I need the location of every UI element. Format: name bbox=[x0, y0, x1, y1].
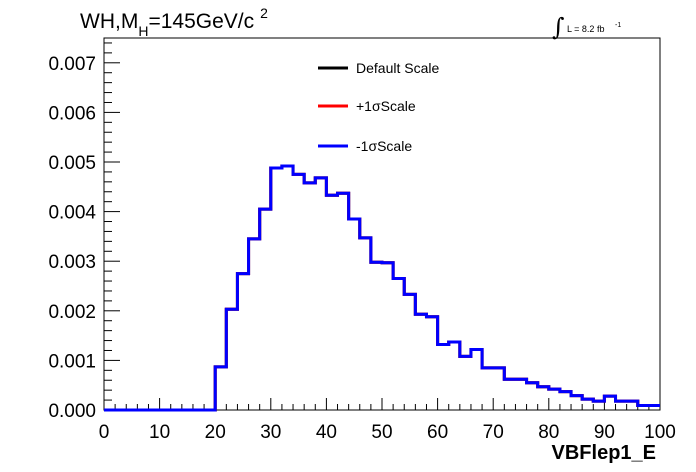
x-axis-label: VBFlep1_E bbox=[552, 442, 656, 464]
x-tick-label: 0 bbox=[99, 422, 110, 443]
x-tick-label: 40 bbox=[316, 422, 337, 443]
title-superscript: 2 bbox=[260, 5, 268, 21]
y-tick-label: 0.003 bbox=[48, 252, 96, 273]
x-tick-label: 80 bbox=[538, 422, 559, 443]
x-axis-ticks: 0 10 20 30 40 50 60 70 80 90 100 bbox=[99, 398, 676, 443]
lumi-label: L = 8.2 fb bbox=[567, 24, 604, 34]
legend-label-1: +1σScale bbox=[356, 98, 416, 114]
y-tick-label: 0.007 bbox=[48, 54, 96, 75]
y-tick-label: 0.001 bbox=[48, 351, 96, 372]
chart-title: WH,MH=145GeV/c 2 bbox=[80, 5, 268, 39]
plot-frame bbox=[103, 37, 661, 411]
title-subscript: H bbox=[138, 23, 148, 39]
legend-label-0: Default Scale bbox=[356, 60, 439, 76]
series-line-1 bbox=[104, 164, 660, 412]
legend: Default Scale +1σScale -1σScale bbox=[318, 60, 439, 154]
y-tick-label: 0.000 bbox=[48, 401, 96, 422]
legend-label-2: -1σScale bbox=[356, 138, 412, 154]
title-main: WH,M bbox=[80, 10, 138, 33]
x-tick-label: 10 bbox=[149, 422, 170, 443]
series-line-0 bbox=[104, 164, 660, 412]
y-tick-label: 0.004 bbox=[48, 203, 96, 224]
x-tick-label: 100 bbox=[644, 422, 676, 443]
x-tick-label: 50 bbox=[371, 422, 392, 443]
y-tick-label: 0.006 bbox=[48, 103, 96, 124]
x-tick-label: 30 bbox=[260, 422, 281, 443]
y-tick-label: 0.002 bbox=[48, 302, 96, 323]
x-tick-label: 20 bbox=[205, 422, 226, 443]
lumi-integral-symbol: ∫ bbox=[552, 13, 565, 41]
lumi-superscript: -1 bbox=[615, 22, 621, 29]
x-tick-label: 90 bbox=[594, 422, 615, 443]
x-tick-label: 70 bbox=[483, 422, 504, 443]
x-tick-label: 60 bbox=[427, 422, 448, 443]
title-rest: =145GeV/c bbox=[148, 10, 254, 33]
series-line-2 bbox=[104, 164, 660, 412]
y-tick-label: 0.005 bbox=[48, 153, 96, 174]
y-axis-ticks: 0.000 0.001 0.002 0.003 0.004 0.005 0.006 0.007 bbox=[48, 42, 120, 422]
histogram-series bbox=[104, 164, 660, 412]
